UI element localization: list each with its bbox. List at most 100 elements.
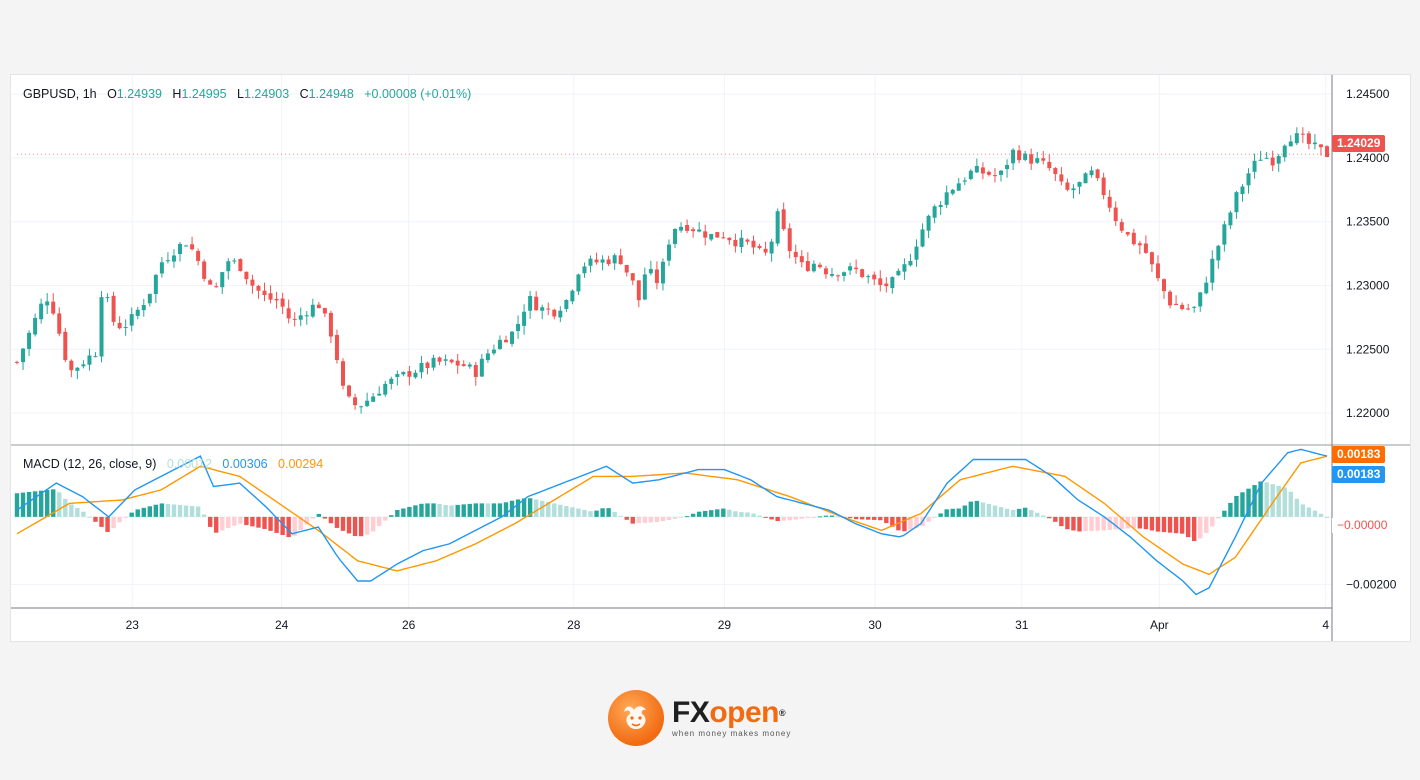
histogram-bar <box>612 511 617 517</box>
histogram-bar <box>1264 482 1269 517</box>
histogram-bar <box>340 516 346 531</box>
legend-symbol: GBPUSD, 1h <box>23 87 97 101</box>
histogram-bar <box>159 503 165 517</box>
histogram-bar <box>383 516 388 521</box>
histogram-bar <box>123 516 128 518</box>
candle-body <box>902 264 907 272</box>
candle-body <box>624 264 629 273</box>
histogram-bar <box>865 516 871 520</box>
candle-body <box>709 233 714 240</box>
candle-body <box>673 229 678 245</box>
histogram-bar <box>1179 516 1185 534</box>
histogram-bar <box>51 489 56 517</box>
candle-body <box>1234 192 1239 213</box>
candle-body <box>799 256 804 263</box>
candle-body <box>202 261 207 279</box>
candle-body <box>135 309 140 316</box>
histogram-bar <box>799 516 804 519</box>
legend-low: 1.24903 <box>244 87 290 101</box>
histogram-bar <box>1246 488 1251 517</box>
last-price-tag: 1.24029 <box>1332 135 1386 152</box>
candle-body <box>1216 245 1221 261</box>
candle-body <box>1113 207 1118 222</box>
histogram-bar <box>654 516 660 523</box>
histogram-bar <box>165 503 171 517</box>
candle-body <box>642 274 647 300</box>
legend-open-label: O <box>107 87 117 101</box>
candle-body <box>1029 154 1034 164</box>
histogram-bar <box>256 516 261 528</box>
candle-body <box>45 301 50 306</box>
candle-body <box>159 262 164 274</box>
candle-body <box>353 397 358 406</box>
legend-close: 1.24948 <box>308 87 354 101</box>
histogram-bar <box>992 505 998 517</box>
histogram-bar <box>99 516 104 527</box>
candle-body <box>340 361 345 386</box>
candle-body <box>1180 304 1185 310</box>
candle-body <box>407 371 412 377</box>
candles <box>15 127 1332 414</box>
candle-body <box>612 255 617 264</box>
candle-body <box>1288 141 1293 147</box>
histogram-bar <box>1149 516 1155 531</box>
candle-body <box>497 339 502 350</box>
candle-body <box>1155 263 1160 279</box>
macd-title: MACD (12, 26, close, 9) <box>23 457 157 471</box>
candle-body <box>27 332 32 349</box>
candle-body <box>1071 188 1076 191</box>
histogram-bar <box>1198 516 1203 539</box>
histogram-bar <box>968 501 974 517</box>
histogram-bar <box>823 515 829 517</box>
candle-body <box>745 239 750 242</box>
histogram-bar <box>1089 516 1094 531</box>
candle-body <box>648 269 653 274</box>
candle-body <box>1204 282 1209 294</box>
histogram-bar <box>1010 510 1016 517</box>
candle-body <box>715 232 720 238</box>
histogram-bar <box>111 516 116 529</box>
histogram-bar <box>980 502 986 517</box>
candle-body <box>298 315 303 320</box>
candle-body <box>1023 153 1028 160</box>
candle-body <box>401 372 406 375</box>
histogram-bar <box>805 516 811 518</box>
histogram-bar <box>715 509 720 517</box>
macd-signal-value: 0.00294 <box>278 457 324 471</box>
candle-body <box>304 315 309 317</box>
histogram-bar <box>195 506 201 517</box>
histogram-bar <box>322 516 328 519</box>
candle-body <box>81 364 86 367</box>
candle-body <box>992 175 997 177</box>
price-tick-label: 1.22500 <box>1346 342 1390 356</box>
macd-axis: −0.00200 <box>1346 577 1397 591</box>
candle-body <box>1186 308 1191 310</box>
histogram-bar <box>684 516 690 518</box>
candle-body <box>117 322 122 329</box>
time-axis: 23 24 26 28 29 30 31 Apr 4 <box>126 618 1330 632</box>
histogram-bar <box>44 490 50 517</box>
candle-body <box>1168 291 1173 306</box>
histogram-bar <box>262 516 267 529</box>
histogram-bar <box>364 516 370 535</box>
candle-body <box>383 383 388 395</box>
histogram-bar <box>588 511 593 517</box>
price-axis: 1.24500 1.24000 1.23500 1.23000 1.22500 1.220… <box>1346 87 1390 420</box>
candle-body <box>1107 196 1112 208</box>
fxopen-logo: FXopen® when money makes money <box>608 688 791 748</box>
bull-emblem-icon <box>608 690 664 746</box>
time-tick-label: Apr <box>1150 618 1169 632</box>
histogram-bar <box>974 500 980 517</box>
histogram-bar <box>75 507 80 517</box>
histogram-bar <box>503 502 509 517</box>
candle-body <box>1065 182 1070 190</box>
candle-body <box>328 312 333 337</box>
histogram-bar <box>1004 508 1010 517</box>
price-tick-label: 1.23000 <box>1346 279 1390 293</box>
chart-svg[interactable]: 1.24500 1.24000 1.23500 1.23000 1.22500 1.220… <box>11 75 1410 641</box>
candle-body <box>262 290 267 296</box>
histogram-bar <box>304 516 309 525</box>
histogram-bar <box>1125 516 1130 529</box>
histogram-bar <box>147 506 153 517</box>
histogram-bar <box>292 516 297 536</box>
